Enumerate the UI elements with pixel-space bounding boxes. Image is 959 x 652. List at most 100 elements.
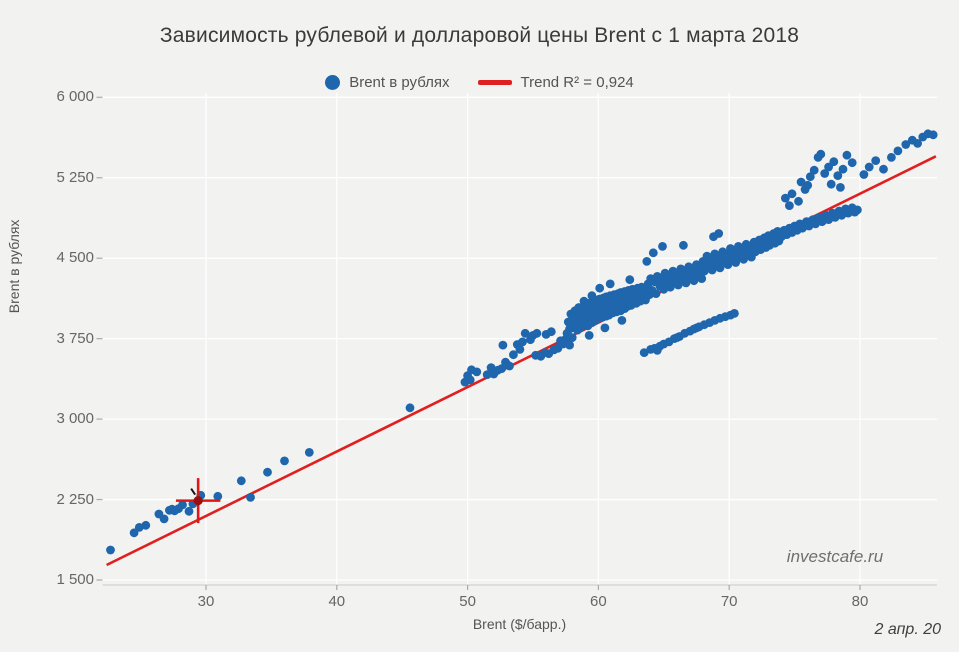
- data-point[interactable]: [871, 156, 881, 166]
- data-point[interactable]: [546, 327, 556, 337]
- data-point[interactable]: [236, 476, 246, 486]
- data-point[interactable]: [697, 274, 707, 283]
- data-point[interactable]: [785, 201, 794, 211]
- data-point[interactable]: [665, 282, 675, 292]
- data-point[interactable]: [159, 514, 169, 524]
- data-point[interactable]: [809, 165, 819, 175]
- y-axis-title: Brent в рублях: [6, 219, 22, 314]
- data-point[interactable]: [141, 520, 151, 530]
- data-point[interactable]: [847, 158, 857, 168]
- y-tick-label: 5 250: [56, 168, 94, 186]
- data-point[interactable]: [820, 169, 830, 178]
- data-point[interactable]: [913, 139, 922, 148]
- data-point[interactable]: [803, 180, 813, 190]
- data-point[interactable]: [796, 177, 806, 187]
- watermark: investcafe.ru: [786, 547, 884, 566]
- legend-item-trend[interactable]: Trend R² = 0,924: [477, 74, 634, 91]
- x-axis-title: Brent ($/барр.): [472, 616, 567, 632]
- data-point[interactable]: [625, 275, 635, 285]
- data-point[interactable]: [833, 171, 843, 181]
- y-tick-label: 3 750: [56, 329, 94, 347]
- data-point[interactable]: [679, 240, 688, 250]
- legend-trend-label: Trend R² = 0,924: [520, 74, 634, 91]
- data-point[interactable]: [213, 491, 223, 501]
- x-tick-label: 80: [851, 593, 869, 610]
- data-point[interactable]: [184, 506, 194, 516]
- data-point[interactable]: [178, 500, 187, 510]
- data-point[interactable]: [482, 370, 492, 379]
- series-marker-icon: [325, 75, 341, 90]
- data-point[interactable]: [681, 278, 691, 288]
- data-point[interactable]: [836, 183, 845, 192]
- data-point[interactable]: [879, 164, 888, 174]
- data-point[interactable]: [859, 170, 869, 179]
- highlighted-point[interactable]: [193, 496, 203, 506]
- data-point[interactable]: [587, 291, 597, 301]
- chart-title: Зависимость рублевой и долларовой цены B…: [159, 24, 800, 47]
- data-point[interactable]: [864, 162, 874, 172]
- data-point[interactable]: [707, 265, 717, 275]
- data-point[interactable]: [787, 189, 797, 199]
- data-point[interactable]: [518, 337, 527, 347]
- data-point[interactable]: [731, 258, 741, 267]
- data-point[interactable]: [605, 279, 615, 289]
- data-point[interactable]: [579, 296, 589, 306]
- x-tick-label: 40: [328, 593, 346, 610]
- data-point[interactable]: [798, 223, 807, 233]
- legend: Brent в рублях Trend R² = 0,924: [0, 74, 959, 91]
- x-tick-label: 50: [459, 593, 476, 610]
- y-tick-label: 2 250: [56, 490, 94, 508]
- data-point[interactable]: [642, 257, 652, 266]
- data-point[interactable]: [515, 345, 525, 354]
- data-point[interactable]: [689, 276, 699, 286]
- data-point[interactable]: [600, 323, 610, 333]
- data-point[interactable]: [781, 193, 790, 203]
- data-point[interactable]: [893, 146, 903, 156]
- data-point[interactable]: [405, 403, 415, 413]
- data-point[interactable]: [520, 328, 530, 338]
- data-point[interactable]: [465, 375, 475, 385]
- trend-line-icon: [477, 80, 512, 85]
- data-point[interactable]: [805, 172, 815, 182]
- data-point[interactable]: [304, 448, 314, 457]
- data-point[interactable]: [853, 205, 862, 215]
- data-point[interactable]: [901, 140, 911, 149]
- data-point[interactable]: [246, 493, 255, 502]
- data-point[interactable]: [651, 289, 661, 298]
- data-point[interactable]: [838, 164, 848, 174]
- legend-item-series[interactable]: Brent в рублях: [325, 74, 450, 91]
- data-point[interactable]: [673, 280, 683, 290]
- data-point[interactable]: [617, 316, 627, 325]
- data-point[interactable]: [730, 309, 739, 318]
- data-point[interactable]: [842, 150, 852, 160]
- data-point[interactable]: [648, 248, 658, 258]
- data-point[interactable]: [595, 283, 605, 293]
- data-point[interactable]: [794, 196, 803, 206]
- data-point[interactable]: [830, 213, 840, 222]
- data-point[interactable]: [811, 219, 820, 229]
- data-point[interactable]: [723, 260, 733, 269]
- data-point[interactable]: [263, 467, 272, 477]
- data-point[interactable]: [567, 333, 577, 342]
- data-point[interactable]: [472, 367, 482, 377]
- data-point[interactable]: [658, 242, 667, 251]
- data-point[interactable]: [509, 350, 518, 360]
- data-point[interactable]: [928, 130, 938, 140]
- data-point[interactable]: [498, 340, 508, 350]
- data-point[interactable]: [714, 229, 724, 238]
- data-point[interactable]: [106, 545, 115, 555]
- data-point[interactable]: [816, 149, 826, 159]
- data-point[interactable]: [715, 263, 725, 273]
- data-point[interactable]: [639, 348, 649, 357]
- data-point[interactable]: [505, 361, 514, 371]
- cursor-artifact: [190, 488, 196, 496]
- data-point[interactable]: [829, 157, 839, 167]
- data-point[interactable]: [532, 328, 542, 338]
- data-point[interactable]: [280, 456, 289, 466]
- data-point[interactable]: [565, 340, 574, 350]
- data-point[interactable]: [887, 153, 896, 162]
- data-point[interactable]: [584, 331, 594, 340]
- data-point[interactable]: [826, 179, 836, 189]
